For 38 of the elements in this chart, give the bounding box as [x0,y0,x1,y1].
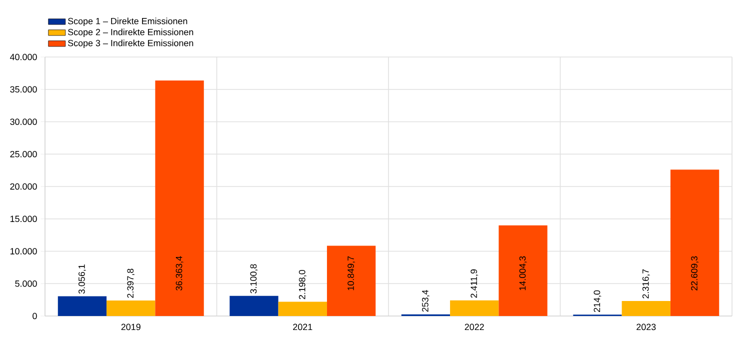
bar [622,301,670,316]
y-tick-label: 10.000 [10,248,37,254]
data-label: 2.316,7 [642,269,650,298]
bar [450,300,499,316]
y-tick-label: 15.000 [10,216,37,222]
y-tick-label: 30.000 [10,118,37,125]
y-tick-label: 40.000 [10,54,37,60]
y-tick-label: 20.000 [10,183,37,190]
bar [155,80,204,316]
bar [278,302,327,316]
data-label: 14.004,3 [519,256,527,290]
data-label: 10.849,7 [348,256,355,290]
data-label: 2.397,8 [127,268,135,298]
data-label: 214,0 [594,290,602,312]
y-tick-label: 25.000 [10,150,37,158]
data-label: 253,4 [422,290,430,312]
data-label: 2.411,9 [470,269,478,298]
bar [230,296,278,316]
data-label: 3.100,8 [250,264,258,294]
x-tick-label: 2023 [636,324,656,330]
bar [670,170,720,316]
bar [106,300,156,316]
data-label: 3.056,1 [78,264,86,294]
data-label: 2.198,0 [298,270,306,300]
bar [326,246,376,316]
bar [58,296,107,316]
legend-label: Scope 3 – Indirekte Emissionen [68,40,194,48]
y-tick-label: 0 [32,312,37,320]
x-tick-label: 2019 [121,324,140,330]
x-tick-label: 2021 [293,324,312,330]
x-tick-label: 2022 [464,324,484,330]
bar [498,225,548,316]
legend-label: Scope 2 – Indirekte Emissionen [68,28,194,38]
y-tick-label: 5.000 [15,280,37,287]
y-tick-label: 35.000 [10,86,37,93]
data-label: 36.363,4 [176,256,184,290]
legend-label: Scope 1 – Direkte Emissionen [68,18,188,26]
data-label: 22.609,3 [691,256,698,290]
